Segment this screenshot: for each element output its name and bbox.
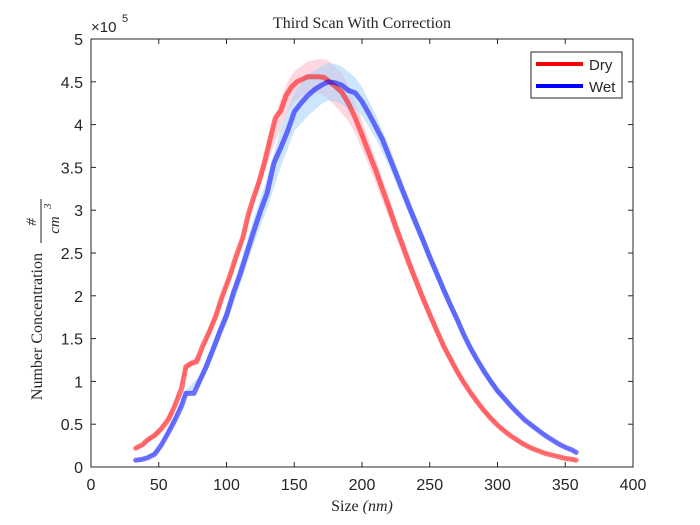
x-tick-label: 200 — [349, 477, 376, 494]
series-line-dry — [133, 74, 579, 463]
y-axis-label-text: Number Concentration — [29, 253, 46, 400]
y-axis-label-exponent: 3 — [42, 203, 54, 210]
y-multiplier-exponent: 5 — [122, 13, 128, 25]
y-axis-label: Number Concentration # cm 3 — [24, 199, 63, 400]
x-tick-label: 400 — [620, 477, 647, 494]
y-tick-label: 3.5 — [61, 160, 83, 177]
x-axis-label-text: Size — [331, 498, 363, 515]
x-tick-label: 350 — [552, 477, 579, 494]
y-axis-label-numerator: # — [24, 218, 40, 226]
y-tick-label: 4.5 — [61, 75, 83, 92]
series-lines — [133, 74, 579, 463]
x-axis-ticks: 0 50 100 150 200 250 300 350 400 — [87, 39, 647, 494]
x-tick-label: 0 — [87, 477, 96, 494]
y-tick-label: 0 — [74, 460, 83, 477]
y-axis-ticks: 0 0.5 1 1.5 2 2.5 3 3.5 4 4.5 5 — [61, 32, 633, 477]
y-tick-label: 2.5 — [61, 246, 83, 263]
x-tick-label: 300 — [484, 477, 511, 494]
x-axis-label: Size (nm) — [331, 498, 393, 515]
y-tick-label: 1.5 — [61, 332, 83, 349]
y-tick-label: 1 — [74, 374, 83, 391]
legend-label-wet: Wet — [589, 79, 616, 96]
series-line-wet — [133, 79, 579, 463]
legend: Dry Wet — [530, 51, 623, 99]
y-axis-label-denominator: cm — [47, 216, 63, 234]
y-axis-multiplier: ×10 5 — [91, 13, 128, 36]
x-axis-label-unit: (nm) — [363, 498, 393, 515]
legend-label-dry: Dry — [589, 57, 613, 74]
legend-box — [530, 51, 623, 99]
y-tick-label: 0.5 — [61, 417, 83, 434]
y-tick-label: 5 — [74, 32, 83, 49]
y-tick-label: 3 — [74, 203, 83, 220]
y-tick-label: 4 — [74, 118, 83, 135]
x-tick-label: 250 — [416, 477, 443, 494]
y-tick-label: 2 — [74, 289, 83, 306]
chart-title: Third Scan With Correction — [273, 15, 451, 32]
x-tick-label: 150 — [281, 477, 308, 494]
y-multiplier-base: ×10 — [91, 19, 116, 36]
x-tick-label: 50 — [150, 477, 168, 494]
x-tick-label: 100 — [213, 477, 240, 494]
